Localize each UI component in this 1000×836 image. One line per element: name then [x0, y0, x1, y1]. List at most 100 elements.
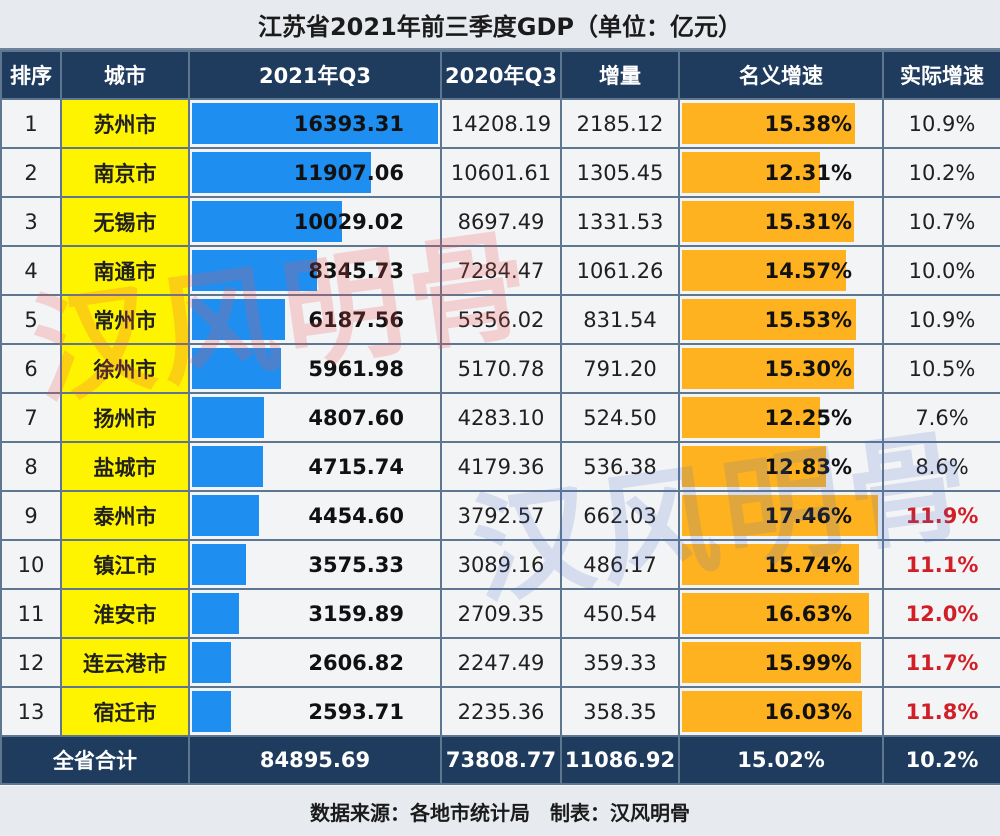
- growth-bar: [682, 152, 820, 193]
- increase-cell: 1331.53: [560, 196, 680, 247]
- increase-cell: 1061.26: [560, 245, 680, 296]
- table-row: 13 宿迁市 2593.71 2235.36 358.35 16.03% 11.8%: [0, 686, 1000, 737]
- gdp-bar: [192, 299, 285, 340]
- growth-bar: [682, 250, 846, 291]
- growth-bar: [682, 397, 820, 438]
- increase-cell: 831.54: [560, 294, 680, 345]
- gdp-bar: [192, 544, 246, 585]
- rank-cell: 11: [0, 588, 62, 639]
- increase-cell: 524.50: [560, 392, 680, 443]
- gdp-2021-cell: 4715.74: [188, 441, 442, 492]
- nominal-growth-cell: 15.30%: [678, 343, 884, 394]
- gdp-2021-cell: 5961.98: [188, 343, 442, 394]
- gdp-2021-cell: 3575.33: [188, 539, 442, 590]
- increase-cell: 536.38: [560, 441, 680, 492]
- nominal-growth-value: 15.31%: [764, 209, 852, 234]
- city-cell: 盐城市: [60, 441, 190, 492]
- real-growth-cell: 11.7%: [882, 637, 1000, 688]
- increase-cell: 450.54: [560, 588, 680, 639]
- header-increase: 增量: [560, 50, 680, 100]
- header-row: 排序 城市 2021年Q3 2020年Q3 增量 名义增速 实际增速: [0, 50, 1000, 100]
- rank-cell: 10: [0, 539, 62, 590]
- table-row: 9 泰州市 4454.60 3792.57 662.03 17.46% 11.9%: [0, 490, 1000, 541]
- real-growth-cell: 10.9%: [882, 98, 1000, 149]
- increase-cell: 359.33: [560, 637, 680, 688]
- growth-bar: [682, 201, 854, 242]
- gdp-2021-cell: 11907.06: [188, 147, 442, 198]
- city-cell: 苏州市: [60, 98, 190, 149]
- gdp-2020-cell: 2235.36: [440, 686, 562, 737]
- gdp-table: 排序 城市 2021年Q3 2020年Q3 增量 名义增速 实际增速 1 苏州市 1…: [0, 50, 1000, 785]
- header-rank: 排序: [0, 50, 62, 100]
- growth-bar: [682, 642, 861, 683]
- city-cell: 徐州市: [60, 343, 190, 394]
- gdp-bar: [192, 593, 239, 634]
- nominal-growth-cell: 15.38%: [678, 98, 884, 149]
- total-row: 全省合计 84895.69 73808.77 11086.92 15.02% 1…: [0, 735, 1000, 785]
- gdp-2021-cell: 16393.31: [188, 98, 442, 149]
- rank-cell: 6: [0, 343, 62, 394]
- real-growth-cell: 11.8%: [882, 686, 1000, 737]
- real-growth-cell: 10.0%: [882, 245, 1000, 296]
- nominal-growth-value: 12.83%: [764, 454, 852, 479]
- gdp-2020-cell: 4283.10: [440, 392, 562, 443]
- city-cell: 淮安市: [60, 588, 190, 639]
- total-nominal-growth: 15.02%: [678, 735, 884, 785]
- real-growth-cell: 11.1%: [882, 539, 1000, 590]
- rank-cell: 12: [0, 637, 62, 688]
- increase-cell: 358.35: [560, 686, 680, 737]
- rank-cell: 7: [0, 392, 62, 443]
- gdp-2021-value: 2593.71: [308, 699, 404, 724]
- nominal-growth-value: 12.25%: [764, 405, 852, 430]
- header-city: 城市: [60, 50, 190, 100]
- nominal-growth-cell: 16.03%: [678, 686, 884, 737]
- gdp-2021-value: 6187.56: [308, 307, 404, 332]
- nominal-growth-cell: 12.25%: [678, 392, 884, 443]
- gdp-2021-cell: 4454.60: [188, 490, 442, 541]
- gdp-2021-cell: 10029.02: [188, 196, 442, 247]
- gdp-2021-value: 8345.73: [308, 258, 404, 283]
- rank-cell: 4: [0, 245, 62, 296]
- real-growth-cell: 10.2%: [882, 147, 1000, 198]
- table-row: 5 常州市 6187.56 5356.02 831.54 15.53% 10.9%: [0, 294, 1000, 345]
- nominal-growth-value: 14.57%: [764, 258, 852, 283]
- rank-cell: 13: [0, 686, 62, 737]
- nominal-growth-cell: 12.83%: [678, 441, 884, 492]
- header-nominal-growth: 名义增速: [678, 50, 884, 100]
- gdp-2021-cell: 8345.73: [188, 245, 442, 296]
- table-row: 8 盐城市 4715.74 4179.36 536.38 12.83% 8.6%: [0, 441, 1000, 492]
- growth-bar: [682, 348, 854, 389]
- real-growth-cell: 12.0%: [882, 588, 1000, 639]
- city-cell: 南京市: [60, 147, 190, 198]
- gdp-2021-cell: 3159.89: [188, 588, 442, 639]
- source-footer: 数据来源：各地市统计局 制表：汉风明骨: [0, 786, 1000, 836]
- gdp-2021-value: 4715.74: [308, 454, 404, 479]
- increase-cell: 791.20: [560, 343, 680, 394]
- nominal-growth-value: 15.99%: [764, 650, 852, 675]
- gdp-2020-cell: 3792.57: [440, 490, 562, 541]
- gdp-2020-cell: 4179.36: [440, 441, 562, 492]
- nominal-growth-cell: 17.46%: [678, 490, 884, 541]
- gdp-2020-cell: 10601.61: [440, 147, 562, 198]
- real-growth-cell: 11.9%: [882, 490, 1000, 541]
- increase-cell: 486.17: [560, 539, 680, 590]
- nominal-growth-value: 16.63%: [764, 601, 852, 626]
- growth-bar: [682, 103, 855, 144]
- nominal-growth-cell: 15.31%: [678, 196, 884, 247]
- gdp-2021-value: 4807.60: [308, 405, 404, 430]
- nominal-growth-value: 15.53%: [764, 307, 852, 332]
- city-cell: 南通市: [60, 245, 190, 296]
- table-row: 2 南京市 11907.06 10601.61 1305.45 12.31% 10.2%: [0, 147, 1000, 198]
- gdp-2020-cell: 2247.49: [440, 637, 562, 688]
- gdp-2021-value: 2606.82: [308, 650, 404, 675]
- gdp-2020-cell: 7284.47: [440, 245, 562, 296]
- table-row: 4 南通市 8345.73 7284.47 1061.26 14.57% 10.0%: [0, 245, 1000, 296]
- table-row: 10 镇江市 3575.33 3089.16 486.17 15.74% 11.1%: [0, 539, 1000, 590]
- growth-bar: [682, 544, 859, 585]
- gdp-bar: [192, 446, 263, 487]
- total-real-growth: 10.2%: [882, 735, 1000, 785]
- gdp-2020-cell: 3089.16: [440, 539, 562, 590]
- gdp-2021-cell: 2606.82: [188, 637, 442, 688]
- rank-cell: 2: [0, 147, 62, 198]
- gdp-bar: [192, 103, 438, 144]
